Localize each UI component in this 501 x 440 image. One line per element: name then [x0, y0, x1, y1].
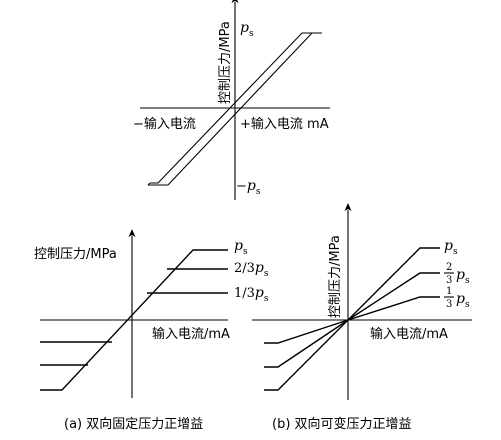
svg-text:ps: ps: [456, 291, 470, 310]
top-lower-tick: [147, 182, 151, 186]
panel-a-caption: (a) 双向固定压力正增益: [64, 416, 203, 432]
top-characteristic-inner: [150, 32, 312, 184]
panel-a-x-axis-label: 输入电流/mA: [152, 326, 230, 342]
panel-b-level-3-label: 1 3 ps: [444, 286, 470, 310]
panel-a-level-2-label: 2/3ps: [234, 260, 269, 279]
panel-b-gain-1-3: [264, 296, 440, 344]
panel-b-x-axis-label: 输入电流/mA: [370, 326, 448, 342]
svg-text:3: 3: [446, 275, 452, 286]
panel-b-level-2-label: 2 3 ps: [444, 262, 470, 286]
panel-b: 控制压力/MPa 输入电流/mA ps 2 3 ps 1 3 ps (b) 双向…: [252, 203, 472, 432]
top-neg-sat-label: −ps: [236, 178, 261, 197]
panel-b-y-axis-label: 控制压力/MPa: [328, 235, 343, 318]
top-characteristic-outer: [148, 32, 322, 186]
top-neg-x-label: −输入电流: [133, 116, 196, 132]
top-diagram: 控制压力/MPa ps −输入电流 +输入电流 mA −ps: [133, 0, 330, 200]
panel-a-ramp-full: [61, 249, 228, 391]
panel-a-level-3-label: 1/3ps: [234, 285, 269, 304]
panel-b-level-1-label: ps: [444, 238, 458, 257]
svg-text:2: 2: [446, 262, 452, 273]
top-pos-sat-label: ps: [240, 20, 254, 39]
panel-a-level-1-label: ps: [234, 238, 248, 257]
top-y-axis-label: 控制压力/MPa: [218, 21, 233, 104]
svg-text:ps: ps: [456, 267, 470, 286]
svg-text:3: 3: [446, 299, 452, 310]
svg-text:1: 1: [446, 286, 452, 297]
top-pos-x-label: +输入电流 mA: [240, 116, 329, 132]
panel-a: 控制压力/MPa 输入电流/mA ps 2/3ps 1/3ps (a) 双向固定…: [34, 229, 269, 432]
panel-b-caption: (b) 双向可变压力正增益: [272, 416, 412, 432]
panel-a-y-axis-label: 控制压力/MPa: [34, 247, 117, 262]
